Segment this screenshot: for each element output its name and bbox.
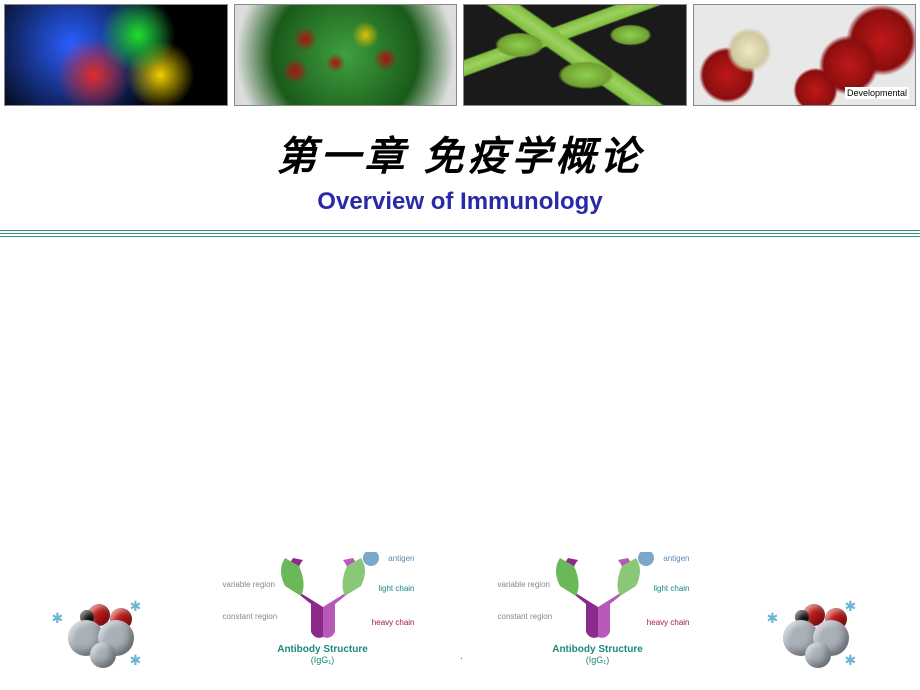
antibody-diagram-2: antigen variable region constant region …	[498, 552, 698, 672]
label-heavy-chain: heavy chain	[647, 618, 690, 627]
antibody-svg	[508, 552, 688, 642]
horizontal-divider	[0, 230, 920, 238]
label-light-chain: light chain	[653, 584, 689, 593]
image-immune-cell	[234, 4, 458, 106]
antibody-subcaption: (IgG₁)	[498, 655, 698, 665]
sparkle-icon: ✱	[52, 610, 64, 627]
title-block: 第一章 免疫学概论 Overview of Immunology	[0, 124, 920, 216]
footer-dot: .	[460, 651, 463, 662]
sparkle-icon: ✱	[130, 652, 142, 669]
image-red-blood-cells: Developmental	[693, 4, 917, 106]
chapter-title-en: Overview of Immunology	[0, 188, 920, 216]
top-image-strip: Developmental	[0, 0, 920, 110]
label-light-chain: light chain	[378, 584, 414, 593]
image-bacteria	[463, 4, 687, 106]
label-constant-region: constant region	[223, 612, 278, 621]
antibody-caption: Antibody Structure	[498, 644, 698, 655]
antibody-caption: Antibody Structure	[223, 644, 423, 655]
label-heavy-chain: heavy chain	[372, 618, 415, 627]
sparkle-icon: ✱	[767, 610, 779, 627]
label-constant-region: constant region	[498, 612, 553, 621]
antibody-diagram-1: antigen variable region constant region …	[223, 552, 423, 672]
chapter-title-cn: 第一章 免疫学概论	[0, 124, 920, 182]
sparkle-icon: ✱	[845, 652, 857, 669]
label-antigen: antigen	[663, 554, 689, 563]
label-antigen: antigen	[388, 554, 414, 563]
molecule-icon-left: ✱ ✱ ✱	[58, 592, 148, 672]
image-antibody-3d	[4, 4, 228, 106]
antibody-subcaption: (IgG₁)	[223, 655, 423, 665]
sparkle-icon: ✱	[130, 598, 142, 615]
sparkle-icon: ✱	[845, 598, 857, 615]
antibody-svg	[233, 552, 413, 642]
label-variable-region: variable region	[223, 580, 275, 589]
image-corner-label: Developmental	[845, 87, 909, 99]
molecule-icon-right: ✱ ✱ ✱	[773, 592, 863, 672]
label-variable-region: variable region	[498, 580, 550, 589]
